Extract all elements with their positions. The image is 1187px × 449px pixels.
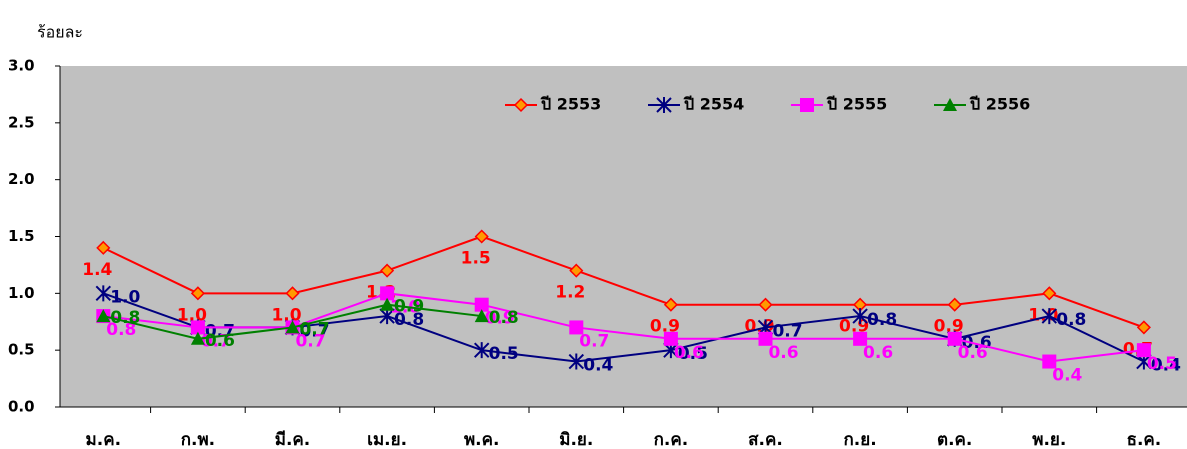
data-point [95,285,112,302]
legend-label: ปี 2555 [826,95,888,114]
x-tick-label: เม.ย. [367,430,407,449]
data-label: 0.8 [106,320,136,340]
data-label: 0.5 [678,344,708,364]
x-tick-label: ม.ค. [86,430,122,449]
data-point [96,240,111,255]
data-point [663,297,678,312]
series-line [102,235,1145,329]
data-point [190,286,205,301]
legend-label: ปี 2554 [683,95,745,114]
y-axis-label: ร้อยละ [37,23,83,42]
data-label: 0.8 [110,308,140,328]
data-label: 1.0 [271,305,301,325]
data-label: 0.7 [772,321,802,341]
x-tick-label: มิ.ย. [559,430,593,449]
data-point [947,297,962,312]
legend-marker [513,97,529,113]
legend-marker [656,97,672,113]
series-line [103,292,1145,363]
x-tick-label: ธ.ค. [1127,430,1162,449]
data-point [758,331,773,346]
data-label: 0.6 [863,343,893,363]
data-label: 0.7 [299,319,329,339]
data-label: 0.9 [650,317,680,337]
data-point [569,320,584,335]
data-label: 0.9 [839,317,869,337]
y-tick-label: 1.5 [8,227,35,245]
data-point [569,263,584,278]
legend-marker [943,98,957,111]
x-tick-label: ก.ย. [844,430,877,449]
y-tick-label: 0.0 [8,398,35,416]
data-label: 0.8 [394,310,424,330]
data-label: 0.5 [489,344,519,364]
x-tick-label: พ.ย. [1032,430,1066,449]
data-point [380,297,395,311]
data-point [947,331,962,346]
y-tick-label: 3.0 [8,57,35,75]
x-tick-label: ก.ค. [654,430,689,449]
x-tick-label: พ.ค. [464,430,500,449]
data-label: 0.6 [674,343,704,363]
data-label: 0.8 [867,310,897,330]
data-point [1136,343,1151,358]
data-point [380,263,395,278]
y-tick-label: 2.5 [8,113,35,131]
data-point [1136,320,1151,335]
data-point [379,308,395,325]
data-point [474,297,489,312]
data-label: 1.0 [177,305,207,325]
data-label: 0.9 [394,297,424,317]
data-point [568,353,585,370]
data-point [96,309,111,323]
x-tick-label: ส.ค. [748,430,783,449]
data-label: 0.8 [489,308,519,328]
data-label: 0.4 [1151,356,1181,376]
data-label: 0.9 [934,317,964,337]
data-label: 0.8 [1056,310,1086,330]
data-point [190,320,205,335]
x-tick-label: มี.ค. [275,429,311,449]
data-label: 1.2 [555,283,585,303]
data-point [758,297,773,312]
data-point [190,331,205,345]
data-label: 0.6 [962,333,992,353]
data-label: 1.5 [461,249,491,269]
data-label: 1.4 [82,260,112,280]
data-point [285,320,300,334]
data-label: 0.6 [768,343,798,363]
y-tick-label: 0.5 [8,341,35,359]
data-point [474,229,489,244]
data-label: 0.7 [295,331,325,351]
x-tick-label: ต.ค. [937,430,972,449]
data-label: 0.7 [579,331,609,351]
legend-marker [800,98,814,112]
y-tick-label: 2.0 [8,170,35,188]
data-label: 0.4 [1052,366,1082,386]
data-label: 0.5 [1147,354,1177,374]
data-point [285,286,300,301]
data-point [473,342,490,359]
data-label: 0.6 [205,331,235,351]
x-tick-label: ก.พ. [181,430,215,449]
y-tick-label: 1.0 [8,284,35,302]
data-point [474,309,489,323]
data-point [663,331,678,346]
data-point [1042,286,1057,301]
legend-label: ปี 2553 [540,95,602,114]
data-point [852,308,868,325]
data-label: 0.7 [299,321,329,341]
data-point [380,286,395,301]
data-label: 0.4 [583,356,613,376]
data-label: 0.6 [958,343,988,363]
data-point [1042,354,1057,369]
data-label: 1.0 [110,287,140,307]
data-label: 0.9 [485,309,515,329]
data-point [1041,308,1058,325]
data-point [853,331,868,346]
legend-label: ปี 2556 [969,95,1031,114]
